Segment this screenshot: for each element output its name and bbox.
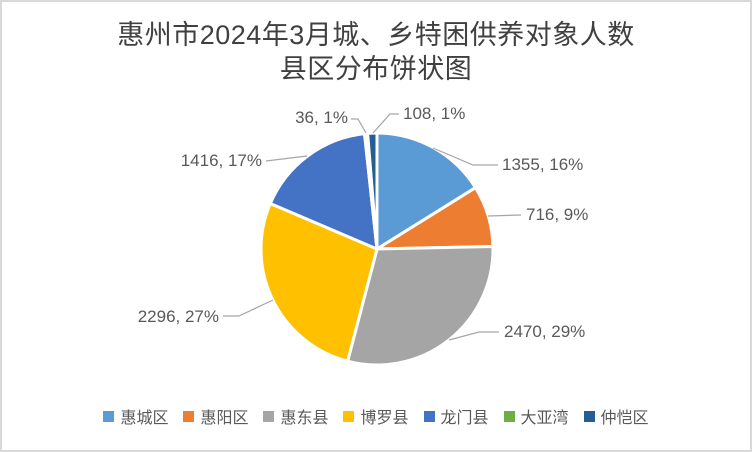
legend-item-6: 大亚湾 — [503, 404, 569, 428]
leader-line-1 — [432, 147, 498, 166]
leader-line-2 — [487, 214, 522, 217]
legend-swatch-icon — [183, 410, 195, 422]
data-label-5: 1416, 17% — [181, 151, 262, 170]
legend-label: 大亚湾 — [520, 410, 569, 427]
leader-line-4 — [223, 299, 274, 317]
legend-swatch-icon — [503, 410, 515, 422]
legend-label: 惠阳区 — [200, 410, 249, 427]
legend-label: 仲恺区 — [600, 410, 649, 427]
chart-title: 惠州市2024年3月城、乡特困供养对象人数 县区分布饼状图 — [2, 18, 750, 86]
legend-label: 惠城区 — [120, 410, 169, 427]
legend-item-5: 龙门县 — [423, 404, 489, 428]
leader-line-5 — [265, 155, 308, 162]
data-label-1: 1355, 16% — [502, 155, 583, 174]
legend-swatch-icon — [263, 410, 275, 422]
pie-slice-5 — [268, 132, 379, 251]
legend-item-4: 博罗县 — [343, 404, 409, 428]
chart-title-line1: 惠州市2024年3月城、乡特困供养对象人数 — [117, 20, 635, 50]
data-label-7: 108, 1% — [403, 104, 465, 123]
legend-item-1: 惠城区 — [103, 404, 168, 428]
legend-label: 博罗县 — [360, 410, 409, 427]
leader-line-3 — [448, 331, 499, 341]
legend-swatch-icon — [583, 410, 595, 422]
data-label-3: 2470, 29% — [504, 322, 585, 341]
legend-swatch-icon — [343, 410, 355, 422]
legend-swatch-icon — [423, 410, 435, 422]
data-label-2: 716, 9% — [526, 205, 588, 224]
legend-swatch-icon — [103, 410, 115, 422]
legend-label: 惠东县 — [280, 410, 329, 427]
leader-line-6 — [351, 118, 367, 134]
legend-item-7: 仲恺区 — [583, 404, 649, 428]
legend: 惠城区 惠阳区 惠东县 博罗县 龙门县 大亚湾 仲恺区 — [2, 404, 750, 428]
data-label-6: 36, 1% — [295, 108, 348, 127]
pie-slice-7 — [366, 131, 379, 251]
chart-title-line2: 县区分布饼状图 — [279, 54, 473, 84]
pie-slice-3 — [346, 245, 495, 367]
legend-item-2: 惠阳区 — [183, 404, 248, 428]
leader-line-7 — [372, 113, 399, 134]
legend-label: 龙门县 — [440, 410, 489, 427]
data-label-4: 2296, 27% — [138, 307, 219, 326]
legend-item-3: 惠东县 — [263, 404, 328, 428]
